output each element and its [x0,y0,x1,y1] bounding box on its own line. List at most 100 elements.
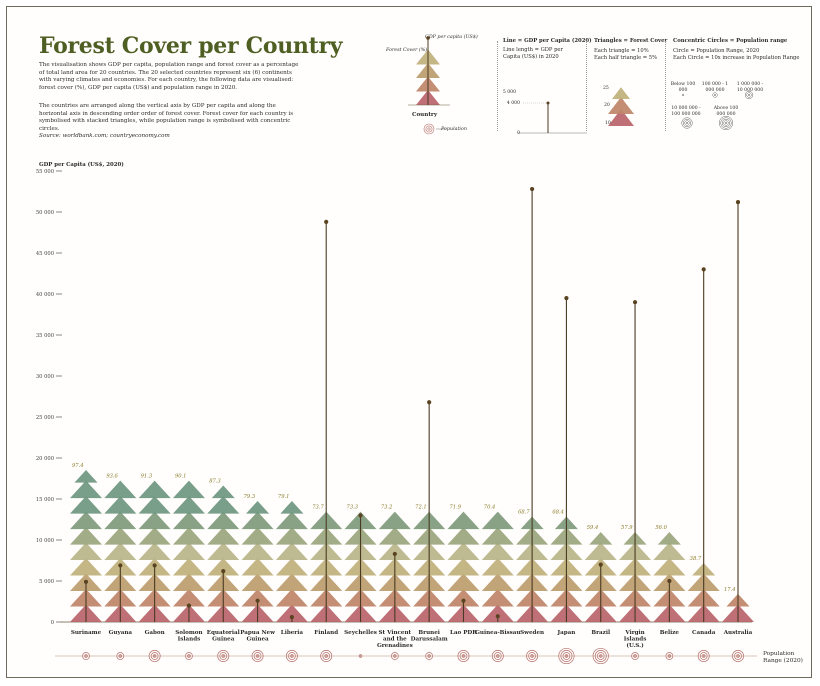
country-label: Solomon Islands [175,630,202,642]
forest-cover-label: 68.7 [518,509,530,515]
country-glyph [275,500,308,662]
legend-circle-sample [685,121,689,125]
forest-triangle [70,480,102,499]
forest-triangle [211,485,235,499]
forest-triangle [275,511,308,530]
forest-triangle [207,527,240,545]
country-glyph [104,480,137,660]
chart-canvas: 0 5 000 10 000 15 000 20 000 25 000 30 000 35 0… [36,36,757,665]
country-glyph [207,485,240,662]
country-label: Guyana [109,630,133,636]
forest-triangle [275,527,308,545]
forest-triangle [447,511,480,530]
forest-triangle [275,542,308,561]
forest-triangle [241,558,274,576]
forest-triangle [74,470,98,483]
forest-triangle [138,511,171,530]
source-note: Source: worldbank.com; countryeconomy.co… [39,133,170,139]
forest-triangle [275,558,308,576]
legend-triangle-sample [608,97,634,114]
legend-circle-sample [723,120,729,126]
intro-paragraph-2: The countries are arranged along the ver… [39,103,294,132]
gdp-dot [427,400,432,405]
forest-triangle [241,589,274,607]
country-glyph [584,531,617,665]
forest-triangle [275,573,308,592]
y-tick-label: 30 000 [36,374,54,380]
y-tick-label: 45 000 [36,251,54,257]
forest-triangle [447,527,480,545]
gdp-dot [358,513,363,518]
country-glyph [550,296,583,665]
forest-cover-label: 57.9 [621,525,633,531]
forest-triangle [657,531,681,545]
legend-triangles-label-20: 20 [604,103,610,108]
legend-circle-sample [682,118,692,128]
gdp-dot [221,569,226,574]
country-label: Papua New Guinea [240,630,275,642]
country-glyph [344,511,377,658]
legend-triangle-sample [608,109,634,126]
forest-triangle [481,589,514,607]
country-label: Suriname [71,630,102,636]
forest-triangle [138,480,171,499]
forest-triangle [104,496,137,514]
legend-circles-range-3: 1 000 000 - 10 000 000 [736,82,764,93]
forest-cover-label: 73.2 [381,505,393,511]
country-glyph [619,300,652,660]
legend-circle-sample [681,117,693,129]
country-glyph [653,531,686,660]
y-tick-label: 50 000 [36,210,54,216]
gdp-dot [735,200,741,205]
gdp-dot [186,603,192,608]
country-label: Japan [556,630,575,636]
country-glyph [447,511,480,662]
legend-circle-sample [721,118,731,128]
forest-triangle [241,573,274,592]
legend-circles-range-4: 10 000 000 - 100 000 000 [671,106,701,117]
gdp-dot [152,563,157,568]
country-label: Equatorial Guinea [207,630,240,642]
forest-cover-label: 73.3 [347,505,359,511]
legend-triangles-heading: Triangles = Forest Cover [594,38,668,44]
legend-triangles-line2: Each half triangle = 5% [594,55,658,61]
legend-population-ring [423,123,435,135]
forest-triangle [172,511,205,530]
legend-glyph-population-label: Population [441,127,467,132]
country-label: Belize [660,630,680,636]
legend-glyph-gdp-label: GDP per capita (US$) [425,35,478,40]
legend-circles-range-1: Below 100 000 [670,82,696,93]
forest-cover-label: 56.0 [655,525,667,531]
legend-dot [426,36,430,40]
forest-triangle [70,527,102,545]
gdp-dot [495,614,500,619]
legend-separator [497,41,498,131]
forest-cover-label: 72.1 [415,505,427,511]
legend-circles-range-5: Above 100 000 000 [713,106,739,117]
forest-cover-label: 71.9 [449,505,461,511]
forest-cover-label: 79.1 [278,494,290,500]
forest-triangle [481,511,514,530]
country-label: Canada [692,630,716,636]
legend-population-ring [427,127,431,131]
gdp-dot [632,300,638,305]
country-label: Finland [314,630,338,636]
forest-triangle [172,527,205,545]
forest-triangle [70,496,102,514]
forest-triangle [104,527,137,545]
gdp-dot [701,267,706,272]
forest-triangle [481,604,514,622]
legend-circle-sample [713,93,717,97]
forest-cover-label: 93.6 [106,474,118,480]
forest-triangle [481,542,514,561]
forest-cover-label: 59.4 [587,525,599,531]
forest-triangle [138,496,171,514]
gdp-dot [255,598,260,603]
legend-line-tick-bottom: 0 [517,131,520,136]
forest-triangle [138,527,171,545]
country-label: Virgin Islands (U.S.) [624,630,647,649]
y-tick-label: 10 000 [36,538,54,544]
forest-triangle [481,558,514,576]
y-tick-label: 5 000 [39,579,54,585]
legend-line-tick-top: 5 000 [502,90,516,95]
